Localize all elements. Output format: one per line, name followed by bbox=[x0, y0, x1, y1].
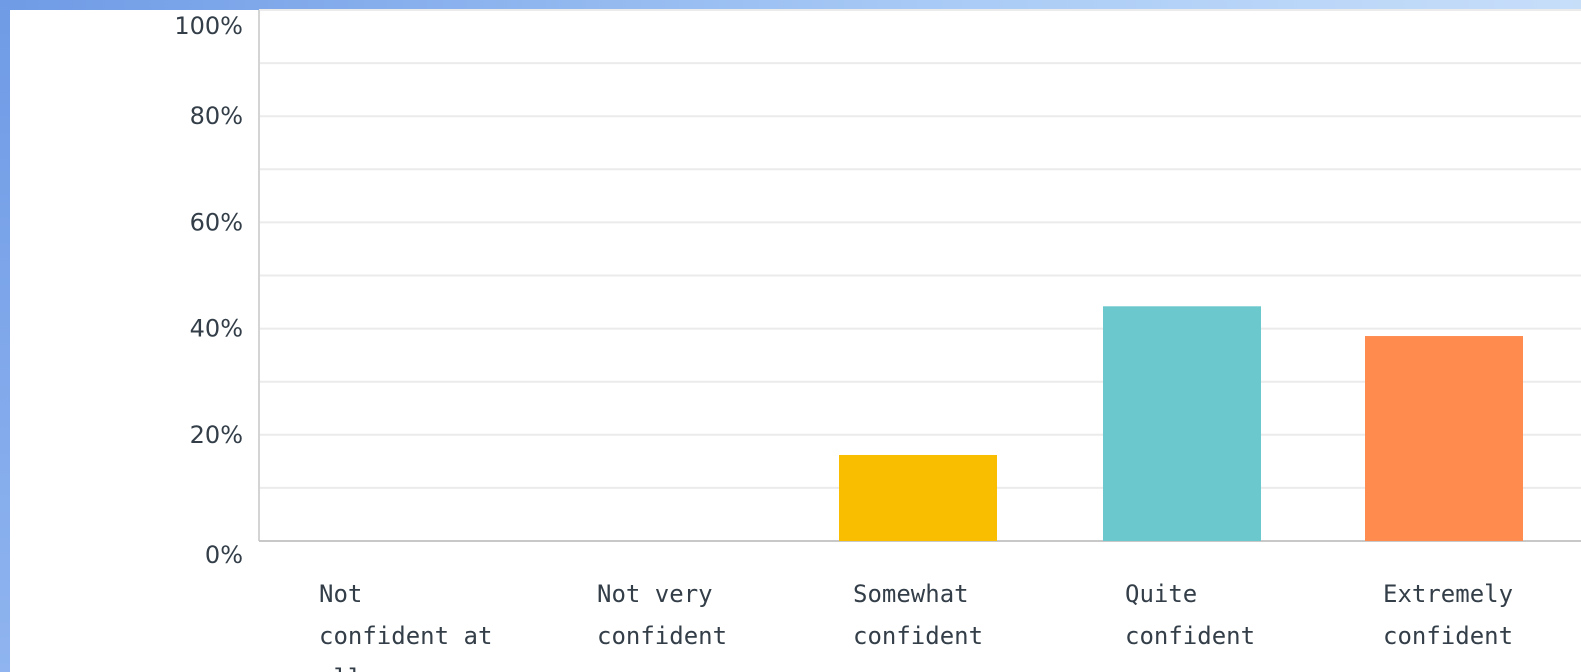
x-category-label-line: confident bbox=[597, 622, 727, 650]
gridlines bbox=[259, 9, 1581, 489]
chart-card bbox=[10, 10, 1581, 672]
y-axis-tick-labels: 0% 20% 40% 60% 80% 100% bbox=[174, 12, 243, 569]
y-tick-label: 80% bbox=[190, 102, 243, 130]
bar bbox=[839, 454, 997, 541]
x-category-label-line: confident at bbox=[319, 622, 492, 650]
x-category-label-line: confident bbox=[1383, 622, 1513, 650]
y-tick-label: 0% bbox=[205, 541, 243, 569]
x-category-label-line: Not bbox=[319, 580, 362, 608]
y-tick-label: 20% bbox=[190, 421, 243, 449]
bars bbox=[839, 306, 1523, 541]
bar bbox=[1103, 306, 1261, 541]
x-category-label-line: Not very bbox=[597, 580, 713, 608]
y-tick-label: 40% bbox=[190, 315, 243, 343]
x-category-label-line: confident bbox=[1125, 622, 1255, 650]
x-category-label: Somewhat confident bbox=[853, 580, 983, 650]
bar bbox=[1365, 336, 1523, 541]
x-category-label: Not confident at all bbox=[319, 580, 492, 672]
x-category-label-line: Somewhat bbox=[853, 580, 969, 608]
x-category-label: Not very confident bbox=[597, 580, 727, 650]
window-top-border bbox=[0, 0, 1581, 10]
x-category-label-line: Quite bbox=[1125, 580, 1197, 608]
x-category-label-line: confident bbox=[853, 622, 983, 650]
x-category-label: Extremely confident bbox=[1383, 580, 1513, 650]
x-category-label: Quite confident bbox=[1125, 580, 1255, 650]
y-tick-label: 100% bbox=[174, 12, 243, 40]
y-tick-label: 60% bbox=[190, 208, 243, 236]
x-category-label-line: all bbox=[319, 664, 362, 672]
window-left-border bbox=[0, 0, 10, 672]
x-category-label-line: Extremely bbox=[1383, 580, 1513, 608]
